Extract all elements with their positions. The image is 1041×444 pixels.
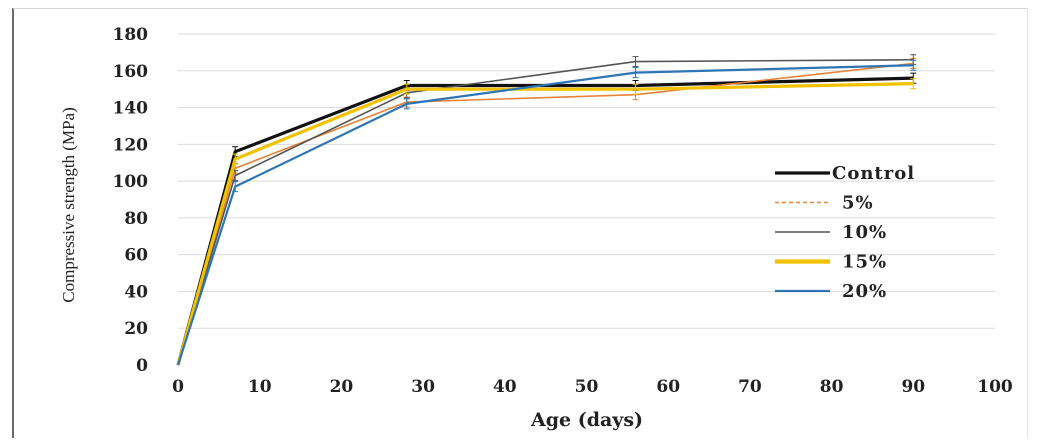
y-tick-label: 0 <box>136 356 148 376</box>
chart-frame <box>12 8 1028 438</box>
x-tick-label: 90 <box>901 377 925 397</box>
legend-label: 10% <box>842 222 887 243</box>
gridlines <box>178 33 995 329</box>
series-line-2 <box>177 62 914 366</box>
y-tick-label: 100 <box>113 172 149 192</box>
y-tick-label: 180 <box>113 25 149 45</box>
series-line-4 <box>176 82 914 366</box>
y-tick-label: 140 <box>113 99 149 119</box>
y-tick-label: 160 <box>113 62 149 82</box>
x-tick-label: 10 <box>248 377 272 397</box>
x-tick-label: 50 <box>575 377 599 397</box>
y-tick-label: 40 <box>124 282 148 302</box>
legend-label: Control <box>832 163 915 184</box>
legend-label: 5% <box>842 193 874 214</box>
y-axis-title: Compressive strength (MPa) <box>59 107 78 302</box>
x-tick-label: 60 <box>656 377 680 397</box>
y-tick-label: 120 <box>113 135 149 155</box>
y-tick-labels: 0 20 40 60 80 100 120 140 160 180 <box>113 25 149 376</box>
x-tick-label: 20 <box>330 377 354 397</box>
legend-label: 20% <box>842 281 887 302</box>
y-tick-label: 80 <box>124 209 148 229</box>
y-tick-label: 20 <box>124 319 148 339</box>
series-lines <box>176 54 917 366</box>
x-tick-label: 100 <box>977 377 1013 397</box>
x-tick-label: 30 <box>411 377 435 397</box>
series-line-3 <box>177 58 914 366</box>
series-line-1 <box>176 76 914 366</box>
y-tick-label: 60 <box>124 246 148 266</box>
x-axis-title: Age (days) <box>530 409 643 431</box>
legend-label: 15% <box>842 252 887 273</box>
series-line-5 <box>176 64 914 366</box>
legend: Control 5% 10% 15% 20% <box>775 163 915 302</box>
x-tick-label: 0 <box>172 377 184 397</box>
x-tick-label: 40 <box>493 377 517 397</box>
x-tick-labels: 0 10 20 30 40 50 60 70 80 90 100 <box>172 377 1013 397</box>
x-tick-label: 70 <box>738 377 762 397</box>
x-tick-label: 80 <box>820 377 844 397</box>
